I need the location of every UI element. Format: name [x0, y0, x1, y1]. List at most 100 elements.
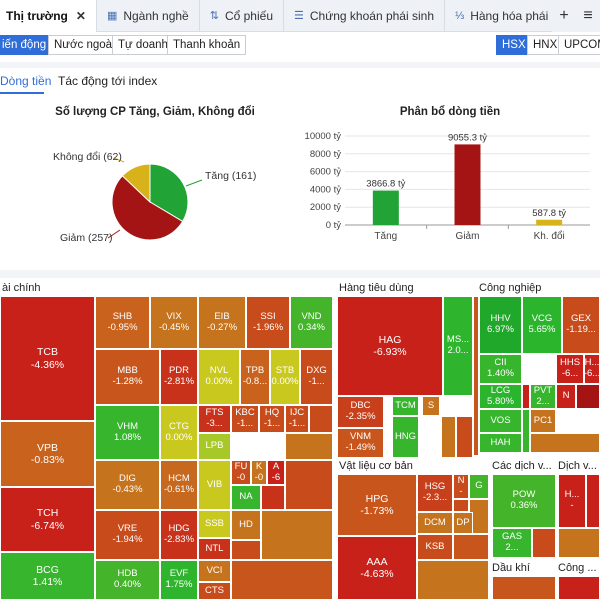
treemap-cell-cii[interactable]: CII 1.40% [479, 354, 522, 384]
treemap-cell-tpb[interactable]: TPB -0.8... [240, 349, 270, 405]
treemap-cell-vnd[interactable]: VND 0.34% [290, 296, 333, 349]
treemap-cell-hng[interactable]: HNG [392, 416, 419, 458]
treemap-filler-cell[interactable] [522, 409, 530, 453]
sector-label-tai-chinh[interactable]: ài chính [2, 282, 41, 294]
pie-slice-2[interactable] [121, 163, 151, 204]
treemap-cell-ms[interactable]: MS... 2.0... [443, 296, 473, 396]
treemap-cell-pow[interactable]: POW 0.36% [492, 474, 556, 528]
bar-2[interactable] [536, 219, 563, 225]
tab-co-phieu[interactable]: ⇅ Cổ phiếu [200, 0, 284, 32]
tab-thanh-khoan[interactable]: Thanh khoản [167, 35, 247, 55]
treemap-cell-evf[interactable]: EVF 1.75% [160, 560, 198, 600]
treemap-cell-ksb[interactable]: KSB [417, 534, 453, 560]
treemap-cell-s[interactable]: S [422, 396, 440, 416]
treemap-cell-pvt[interactable]: PVT 2... [530, 384, 556, 409]
treemap-filler-cell[interactable] [522, 384, 530, 409]
treemap-cell-vcg[interactable]: VCG 5.65% [522, 296, 562, 354]
treemap-cell-h[interactable]: H... - [558, 474, 586, 528]
treemap-filler-cell[interactable] [558, 576, 600, 600]
treemap-cell-dig[interactable]: DIG -0.43% [95, 460, 160, 510]
treemap-cell-ssb[interactable]: SSB [198, 510, 231, 538]
treemap-cell-hah[interactable]: HAH [479, 433, 522, 453]
treemap-cell-vre[interactable]: VRE -1.94% [95, 510, 160, 560]
tab-tu-doanh[interactable]: Tự doanh [112, 35, 174, 55]
menu-icon[interactable]: ≡ [583, 7, 593, 24]
treemap-cell-dxg[interactable]: DXG -1... [300, 349, 333, 405]
treemap-cell-n[interactable]: N [556, 384, 576, 409]
pie-slice-1[interactable] [111, 175, 184, 241]
treemap-filler-cell[interactable] [285, 433, 333, 460]
bar-0[interactable] [372, 190, 399, 225]
treemap-cell-hd[interactable]: HD [231, 510, 261, 540]
treemap-cell-k[interactable]: K -0 [251, 460, 267, 485]
treemap-cell-vos[interactable]: VOS [479, 409, 522, 433]
treemap-cell-dbc[interactable]: DBC -2.35% [337, 396, 384, 428]
treemap-cell-n[interactable]: N- [453, 474, 469, 499]
treemap-cell-stb[interactable]: STB 0.00% [270, 349, 300, 405]
treemap-cell-dp[interactable]: DP [453, 512, 473, 534]
treemap-cell-vpb[interactable]: VPB -0.83% [0, 421, 95, 487]
treemap-cell-pc1[interactable]: PC1 [530, 409, 556, 433]
treemap-cell-hsg[interactable]: HSG -2.3... [417, 474, 453, 512]
sector-label-cong-nghe[interactable]: Công ... [558, 562, 597, 574]
treemap-cell-mbb[interactable]: MBB -1.28% [95, 349, 160, 405]
treemap-filler-cell[interactable] [576, 384, 600, 409]
treemap-cell-tcb[interactable]: TCB -4.36% [0, 296, 95, 421]
treemap-filler-cell[interactable] [261, 510, 333, 560]
treemap-cell-gas[interactable]: GAS 2... [492, 528, 532, 558]
treemap-cell-hag[interactable]: HAG -6.93% [337, 296, 443, 396]
treemap-filler-cell[interactable] [261, 485, 285, 510]
treemap-filler-cell[interactable] [530, 433, 600, 453]
tab-tac-dong-index[interactable]: Tác động tới index [58, 74, 158, 88]
treemap-filler-cell[interactable] [231, 560, 333, 600]
treemap-cell-tcm[interactable]: TCM [392, 396, 419, 416]
treemap-cell-hhs[interactable]: HHS -6... [556, 354, 584, 384]
treemap-filler-cell[interactable] [441, 416, 456, 458]
treemap-cell-vnm[interactable]: VNM -1.49% [337, 428, 384, 458]
treemap-cell-dcm[interactable]: DCM [417, 512, 453, 534]
exchange-upcom[interactable]: UPCOM [558, 35, 600, 55]
treemap-cell-lpb[interactable]: LPB [198, 433, 231, 460]
treemap-cell-pdr[interactable]: PDR -2.81% [160, 349, 198, 405]
treemap-cell-cts[interactable]: CTS [198, 582, 231, 600]
treemap-cell-vix[interactable]: VIX -0.45% [150, 296, 198, 349]
treemap-cell-vhm[interactable]: VHM 1.08% [95, 405, 160, 460]
treemap-cell-bcg[interactable]: BCG 1.41% [0, 552, 95, 600]
treemap-cell-lcg[interactable]: LCG 5.80% [479, 384, 522, 409]
bar-1[interactable] [454, 144, 481, 225]
treemap-filler-cell[interactable] [231, 540, 261, 560]
treemap-cell-shb[interactable]: SHB -0.95% [95, 296, 150, 349]
tab-nuoc-ngoai[interactable]: Nước ngoài [48, 35, 121, 55]
treemap-filler-cell[interactable] [586, 474, 600, 528]
treemap-cell-gex[interactable]: GEX -1.19... [562, 296, 600, 354]
treemap-cell-g[interactable]: G [469, 474, 489, 499]
tab-chung-khoan-phai-sinh[interactable]: ☰ Chứng khoán phái sinh [284, 0, 445, 32]
treemap-cell-aaa[interactable]: AAA -4.63% [337, 536, 417, 600]
treemap-filler-cell[interactable] [532, 528, 556, 558]
exchange-hnx[interactable]: HNX [527, 35, 564, 55]
treemap-cell-ijc[interactable]: IJC -1... [285, 405, 309, 433]
treemap-cell-ssi[interactable]: SSI -1.96% [246, 296, 290, 349]
tab-bien-dong[interactable]: iến động [0, 35, 53, 55]
treemap-cell-fts[interactable]: FTS -3... [198, 405, 231, 433]
add-tab-button[interactable]: + [559, 7, 569, 24]
treemap-cell-h[interactable]: H... -6... [584, 354, 600, 384]
treemap-filler-cell[interactable] [309, 405, 333, 433]
treemap-cell-hpg[interactable]: HPG -1.73% [337, 474, 417, 536]
sector-label-cong-nghiep[interactable]: Công nghiệp [479, 282, 542, 294]
treemap-filler-cell[interactable] [417, 560, 489, 600]
treemap-filler-cell[interactable] [473, 296, 479, 456]
treemap-cell-fu[interactable]: FU -0 [231, 460, 251, 485]
treemap-cell-ctg[interactable]: CTG 0.00% [160, 405, 198, 460]
treemap-cell-vci[interactable]: VCI [198, 560, 231, 582]
treemap-cell-ntl[interactable]: NTL [198, 538, 231, 560]
treemap-cell-kbc[interactable]: KBC -1... [231, 405, 259, 433]
close-icon[interactable]: ✕ [75, 8, 86, 23]
treemap-filler-cell[interactable] [285, 460, 333, 510]
treemap-cell-na[interactable]: NA [231, 485, 261, 510]
treemap-filler-cell[interactable] [492, 576, 556, 600]
treemap-cell-vib[interactable]: VIB [198, 460, 231, 510]
sector-label-dich-vu[interactable]: Các dịch v... [492, 460, 552, 472]
sector-label-dich-vu-2[interactable]: Dịch v... [558, 460, 597, 472]
tab-dong-tien[interactable]: Dòng tiền [0, 74, 52, 88]
